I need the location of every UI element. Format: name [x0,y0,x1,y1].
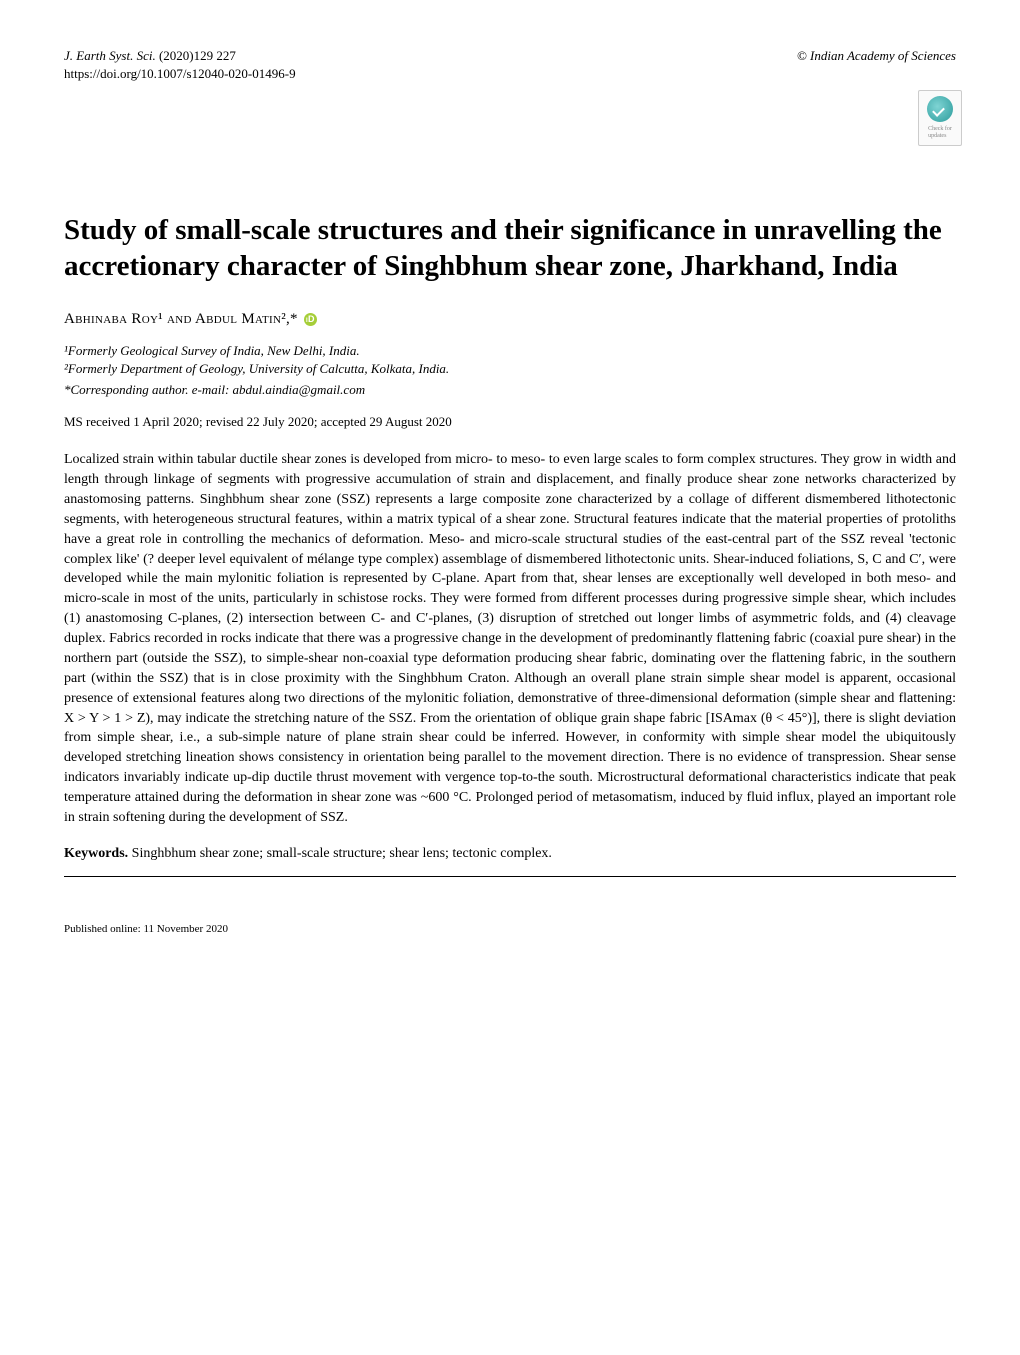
abstract-text: Localized strain within tabular ductile … [64,450,956,828]
authors-line: Abhinaba Roy¹ and Abdul Matin²,* iD [64,311,956,328]
manuscript-dates: MS received 1 April 2020; revised 22 Jul… [64,414,956,430]
header-left: J. Earth Syst. Sci. (2020)129 227 [64,48,236,64]
keywords-rule [64,876,956,877]
affiliations-block: ¹Formerly Geological Survey of India, Ne… [64,342,956,380]
keywords-label: Keywords. [64,846,128,861]
crossmark-badge[interactable]: Check for updates [918,90,962,146]
crossmark-check-icon [927,96,953,122]
keywords-line: Keywords. Singhbhum shear zone; small-sc… [64,846,956,862]
corresponding-author: *Corresponding author. e-mail: abdul.ain… [64,382,956,398]
doi-link[interactable]: https://doi.org/10.1007/s12040-020-01496… [64,66,956,82]
published-online-date: Published online: 11 November 2020 [64,923,956,935]
authors-text: Abhinaba Roy¹ and Abdul Matin²,* [64,311,298,327]
affiliation-2: ²Formerly Department of Geology, Univers… [64,360,956,379]
citation: (2020)129 227 [159,48,236,63]
orcid-icon[interactable]: iD [304,313,317,326]
keywords-text: Singhbhum shear zone; small-scale struct… [128,846,552,861]
affiliation-1: ¹Formerly Geological Survey of India, Ne… [64,342,956,361]
journal-name: J. Earth Syst. Sci. [64,48,156,63]
article-title: Study of small-scale structures and thei… [64,212,956,285]
crossmark-label: Check for updates [928,126,952,139]
running-header: J. Earth Syst. Sci. (2020)129 227 © Indi… [64,48,956,64]
header-publisher: © Indian Academy of Sciences [797,48,956,64]
